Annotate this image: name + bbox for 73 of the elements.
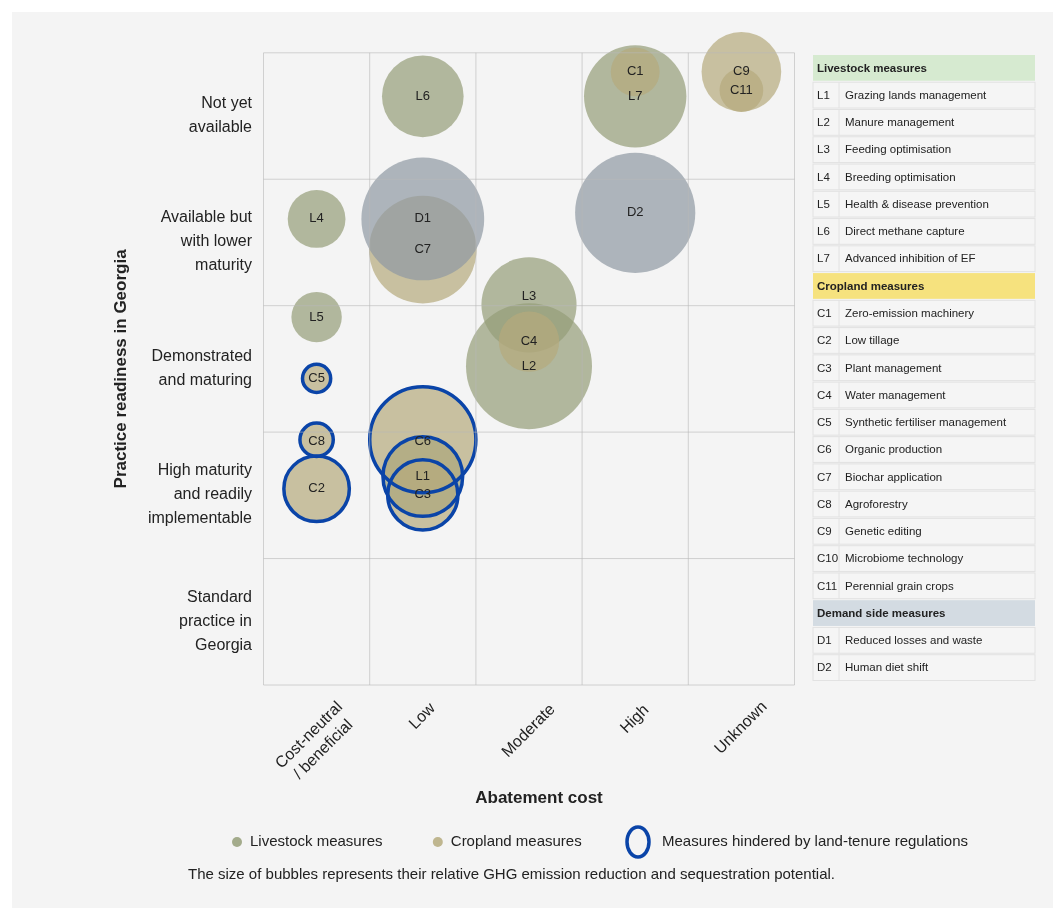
category-label: C5	[817, 416, 832, 429]
data-label: L3	[521, 288, 537, 304]
x-axis-title: Abatement cost	[475, 788, 604, 807]
category-label: High maturity and readily implementable	[147, 461, 252, 527]
text: Agroforestry	[845, 497, 908, 510]
category-label: L2	[817, 116, 830, 129]
data-label: C1	[626, 63, 644, 79]
category-label: C7	[817, 470, 832, 483]
text: Feeding optimisation	[845, 143, 952, 156]
category-label: L7	[817, 252, 830, 265]
data-label: C5	[308, 369, 325, 385]
data-label: L2	[521, 357, 537, 373]
text: Low tillage	[845, 334, 900, 347]
text: Advanced inhibition of EF	[845, 252, 976, 265]
category-label: Standard practice in Georgia	[179, 588, 252, 654]
text: Biochar application	[845, 470, 943, 483]
category-label: Demonstrated and maturing	[151, 347, 252, 389]
category-label: D2	[817, 661, 832, 674]
text: Manure management	[845, 116, 956, 129]
text: Demand side measures	[817, 606, 946, 619]
text: The size of bubbles represents their relative GHG emission reduction and sequestration potential.	[188, 865, 836, 882]
x-tick-label: Low	[405, 699, 439, 733]
category-label: C2	[817, 334, 832, 347]
category-label: L5	[817, 197, 830, 210]
data-label: L4	[309, 210, 324, 226]
data-label: C7	[414, 241, 432, 257]
data-label: L5	[309, 308, 324, 324]
text: Grazing lands management	[845, 88, 988, 101]
category-label: C3	[817, 361, 832, 374]
text: Direct methane capture	[845, 225, 965, 238]
category-label: L1	[817, 88, 830, 101]
text: Plant management	[845, 361, 943, 374]
data-label: C11	[729, 81, 753, 97]
text: Human diet shift	[845, 661, 929, 674]
category-label: L3	[817, 143, 830, 156]
category-label: C6	[817, 443, 832, 456]
data-label: L7	[627, 87, 643, 103]
text: Organic production	[845, 443, 943, 456]
legend-label: Livestock measures	[250, 831, 383, 849]
legend-label: Cropland measures	[450, 831, 582, 849]
text: Microbiome technology	[845, 552, 964, 565]
text: Breeding optimisation	[845, 170, 956, 183]
category-label: C9	[817, 525, 832, 538]
y-axis-title: Practice readiness in Georgia	[111, 248, 130, 489]
category-label: C4	[817, 388, 833, 401]
category-label: C10	[817, 552, 839, 565]
data-label: D1	[414, 210, 432, 226]
text: Synthetic fertiliser management	[845, 416, 1007, 429]
data-label: D2	[626, 204, 644, 220]
data-label: L1	[415, 467, 431, 483]
category-label: L6	[817, 225, 830, 238]
x-tick-label: High	[616, 701, 652, 737]
text: Cropland measures	[817, 279, 925, 292]
text: Health & disease prevention	[845, 197, 989, 210]
text: Water management	[845, 388, 947, 401]
data-label: C4	[520, 333, 538, 349]
data-label: C9	[733, 63, 750, 79]
category-label: C11	[817, 579, 838, 592]
data-label: L6	[415, 87, 431, 103]
data-label: C8	[308, 432, 325, 448]
data-label: C2	[308, 480, 325, 496]
text: Genetic editing	[845, 525, 922, 538]
text: Zero-emission machinery	[845, 307, 975, 319]
category-label: L4	[817, 170, 831, 183]
category-label: C1	[817, 307, 832, 319]
text: Livestock measures	[817, 61, 927, 74]
text: Perennial grain crops	[845, 579, 954, 592]
category-label: Not yet available	[188, 94, 252, 136]
text: Reduced losses and waste	[845, 634, 983, 647]
category-label: Available but with lower maturity	[160, 208, 252, 274]
legend-label: Measures hindered by land-tenure regulations	[662, 831, 969, 849]
category-label: C8	[817, 497, 832, 510]
category-label: D1	[817, 634, 832, 647]
